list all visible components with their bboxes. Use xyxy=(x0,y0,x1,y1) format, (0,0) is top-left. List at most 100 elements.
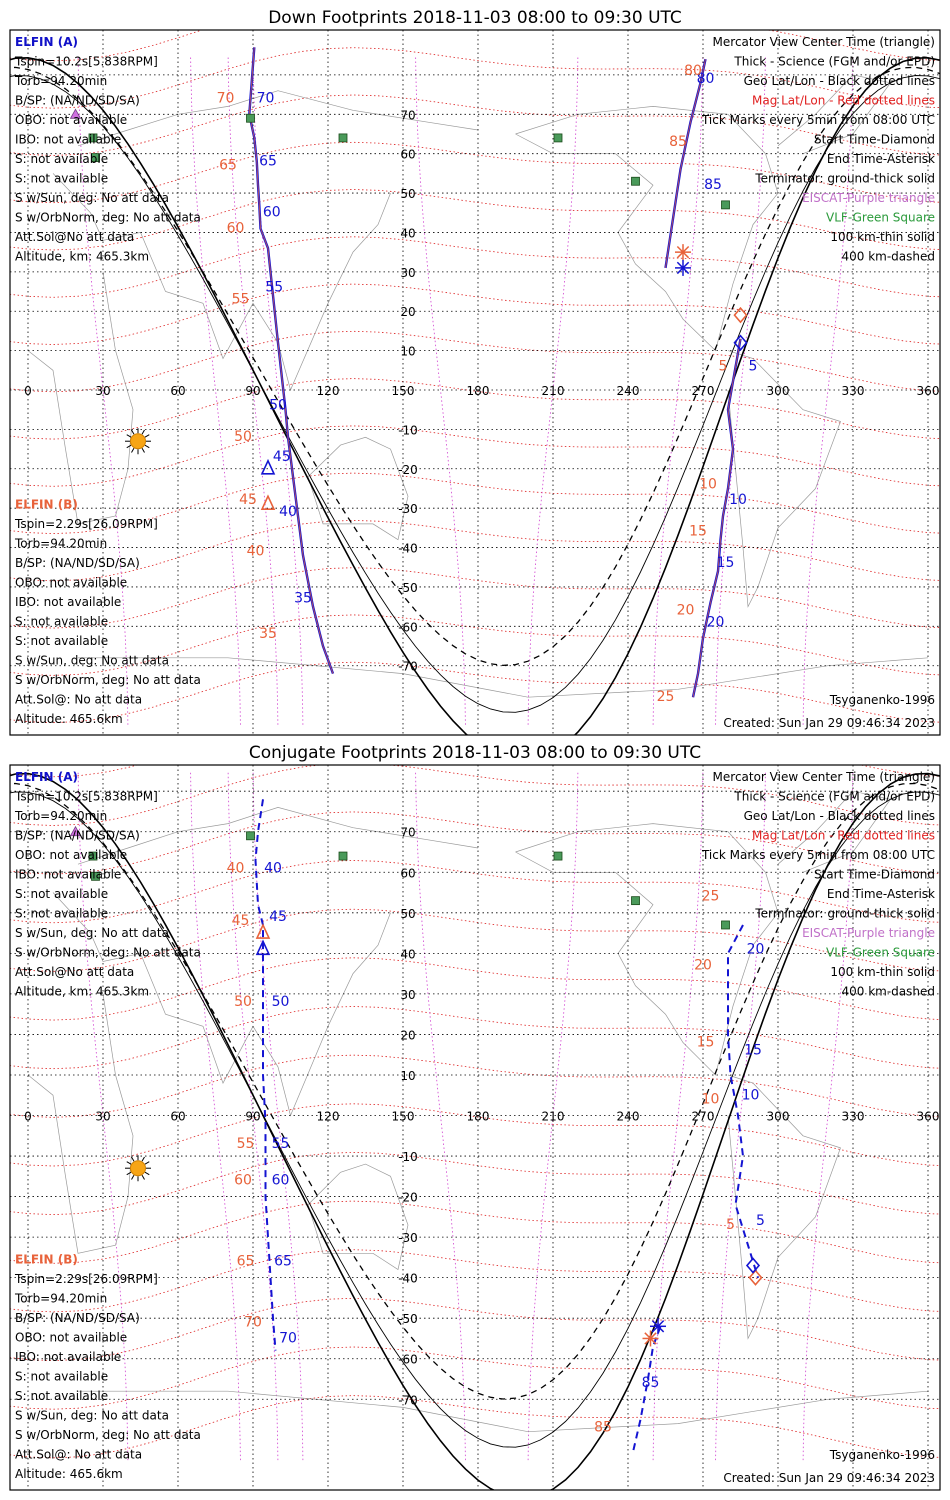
y-tick-label: 30 xyxy=(400,266,415,280)
mag-latitude-line xyxy=(10,661,940,724)
elfin-b-time-label: 65 xyxy=(237,1253,255,1269)
mag-latitude-line xyxy=(10,765,940,826)
mag-longitude-line xyxy=(715,55,766,725)
elfin-b-time-label: 25 xyxy=(702,889,720,905)
elfin-a-info-line: S: not available xyxy=(15,907,108,921)
y-tick-label: -30 xyxy=(398,1231,418,1245)
sun-ray xyxy=(126,444,132,449)
mag-latitude-line xyxy=(10,1346,940,1410)
elfin-b-info-line: IBO: not available xyxy=(15,595,121,609)
elfin-b-info-line: S: not available xyxy=(15,634,108,648)
elfin-b-time-label: 5 xyxy=(719,358,728,374)
mag-latitude-line xyxy=(10,1054,940,1118)
elfin-b-time-label: 15 xyxy=(689,524,707,540)
elfin-b-info-line: S: not available xyxy=(15,1389,108,1403)
panel-title: Down Footprints 2018-11-03 08:00 to 09:3… xyxy=(268,8,682,28)
elfin-a-info-line: Tspin=10.2s[5.838RPM] xyxy=(14,55,158,69)
sun-ray xyxy=(126,1161,132,1165)
x-tick-label: 360 xyxy=(917,384,940,398)
vlf-station-marker xyxy=(721,920,730,930)
elfin-b-time-label: 10 xyxy=(702,1091,720,1107)
terminator-100km xyxy=(10,791,940,1448)
x-tick-label: 210 xyxy=(542,384,565,398)
elfin-a-time-label: 35 xyxy=(294,591,312,607)
elfin-b-time-label: 5 xyxy=(726,1217,735,1233)
y-tick-label: -60 xyxy=(398,620,418,634)
legend-line: End Time-Asterisk xyxy=(827,887,935,901)
elfin-b-info-line: ELFIN (B) xyxy=(15,1253,78,1267)
elfin-track-segment xyxy=(727,924,759,1278)
center-time-triangle-b xyxy=(255,923,271,939)
sun-ray xyxy=(141,1156,145,1162)
elfin-a-info-line: Tspin=10.2s[5.838RPM] xyxy=(14,790,158,804)
elfin-a-time-label: 50 xyxy=(269,398,287,414)
elfin-b-time-label: 40 xyxy=(247,543,265,559)
mag-latitude-line xyxy=(10,957,940,1021)
terminator-400km xyxy=(10,782,940,1400)
mag-latitude-line xyxy=(10,1200,940,1264)
sun-ray xyxy=(144,1161,150,1165)
legend-line: Mercator View Center Time (triangle) xyxy=(713,770,935,784)
elfin-b-info-line: OBO: not available xyxy=(15,576,127,590)
sun-ray xyxy=(144,444,150,449)
mag-longitude-line xyxy=(190,55,241,725)
y-tick-label: -60 xyxy=(398,1353,418,1367)
elfin-b-time-label: 60 xyxy=(234,1172,252,1188)
center-time-triangle-a xyxy=(260,458,276,475)
elfin-b-info-line: S: not available xyxy=(15,1370,108,1384)
elfin-a-info-line: S w/OrbNorm, deg: No att data xyxy=(15,946,201,960)
mag-longitude-line xyxy=(715,770,766,1461)
mag-latitude-line xyxy=(10,1297,940,1362)
elfin-a-time-label: 65 xyxy=(274,1253,292,1269)
vlf-station-marker xyxy=(91,153,100,163)
y-tick-label: -10 xyxy=(398,1150,418,1164)
elfin-b-info-line: Torb=94.20min xyxy=(14,1292,107,1306)
elfin-a-time-label: 85 xyxy=(704,177,722,193)
y-tick-label: 10 xyxy=(400,1069,415,1083)
legend-line: Mercator View Center Time (triangle) xyxy=(713,35,935,49)
sun-ray xyxy=(126,1171,132,1176)
elfin-a-time-label: 70 xyxy=(257,90,275,106)
asterisk-stroke xyxy=(676,245,690,259)
coastline xyxy=(52,892,391,1117)
y-tick-label: -20 xyxy=(398,463,418,477)
elfin-b-time-label: 60 xyxy=(227,220,245,236)
mag-longitude-line xyxy=(77,55,129,725)
mag-latitude-line xyxy=(10,1006,940,1070)
y-tick-label: -50 xyxy=(398,1312,418,1326)
elfin-a-time-label: 50 xyxy=(272,994,290,1010)
elfin-b-time-label: 80 xyxy=(684,63,702,79)
y-tick-label: 70 xyxy=(400,108,415,122)
elfin-a-info-line: ELFIN (A) xyxy=(15,770,78,784)
elfin-a-info-line: OBO: not available xyxy=(15,848,127,862)
x-tick-label: 240 xyxy=(617,1110,640,1124)
x-tick-label: 300 xyxy=(767,384,790,398)
elfin-b-time-label: 15 xyxy=(697,1035,715,1051)
elfin-b-info-line: Tspin=2.29s[26.09RPM] xyxy=(14,1272,158,1286)
x-tick-label: 60 xyxy=(170,1110,185,1124)
y-tick-label: -50 xyxy=(398,581,418,595)
elfin-a-info-line: Altitude, km: 465.3km xyxy=(15,250,149,264)
mag-latitude-line xyxy=(10,1249,940,1313)
coastline xyxy=(52,173,391,392)
panel-title: Conjugate Footprints 2018-11-03 08:00 to… xyxy=(249,743,701,763)
elfin-a-info-line: IBO: not available xyxy=(15,868,121,882)
elfin-track-segment xyxy=(632,1325,662,1453)
elfin-a-time-label: 5 xyxy=(749,358,758,374)
elfin-b-info-line: S w/Sun, deg: No att data xyxy=(15,1409,169,1423)
y-tick-label: 20 xyxy=(400,1028,415,1042)
mag-latitude-line xyxy=(10,141,940,204)
coastline xyxy=(727,350,841,608)
legend-line: Geo Lat/Lon - Black dotted lines xyxy=(744,809,935,823)
coastline xyxy=(307,436,409,541)
legend-line: Thick - Science (FGM and/or EPD) xyxy=(733,790,935,804)
panel-frame xyxy=(9,29,941,736)
elfin-b-info-line: IBO: not available xyxy=(15,1350,121,1364)
mag-latitude-line xyxy=(10,472,940,535)
x-tick-label: 240 xyxy=(617,384,640,398)
elfin-a-info-line: Att.Sol@No att data xyxy=(15,230,134,244)
elfin-b-time-label: 55 xyxy=(232,291,250,307)
vlf-station-marker xyxy=(553,851,563,861)
elfin-track-segment-b xyxy=(665,58,706,268)
